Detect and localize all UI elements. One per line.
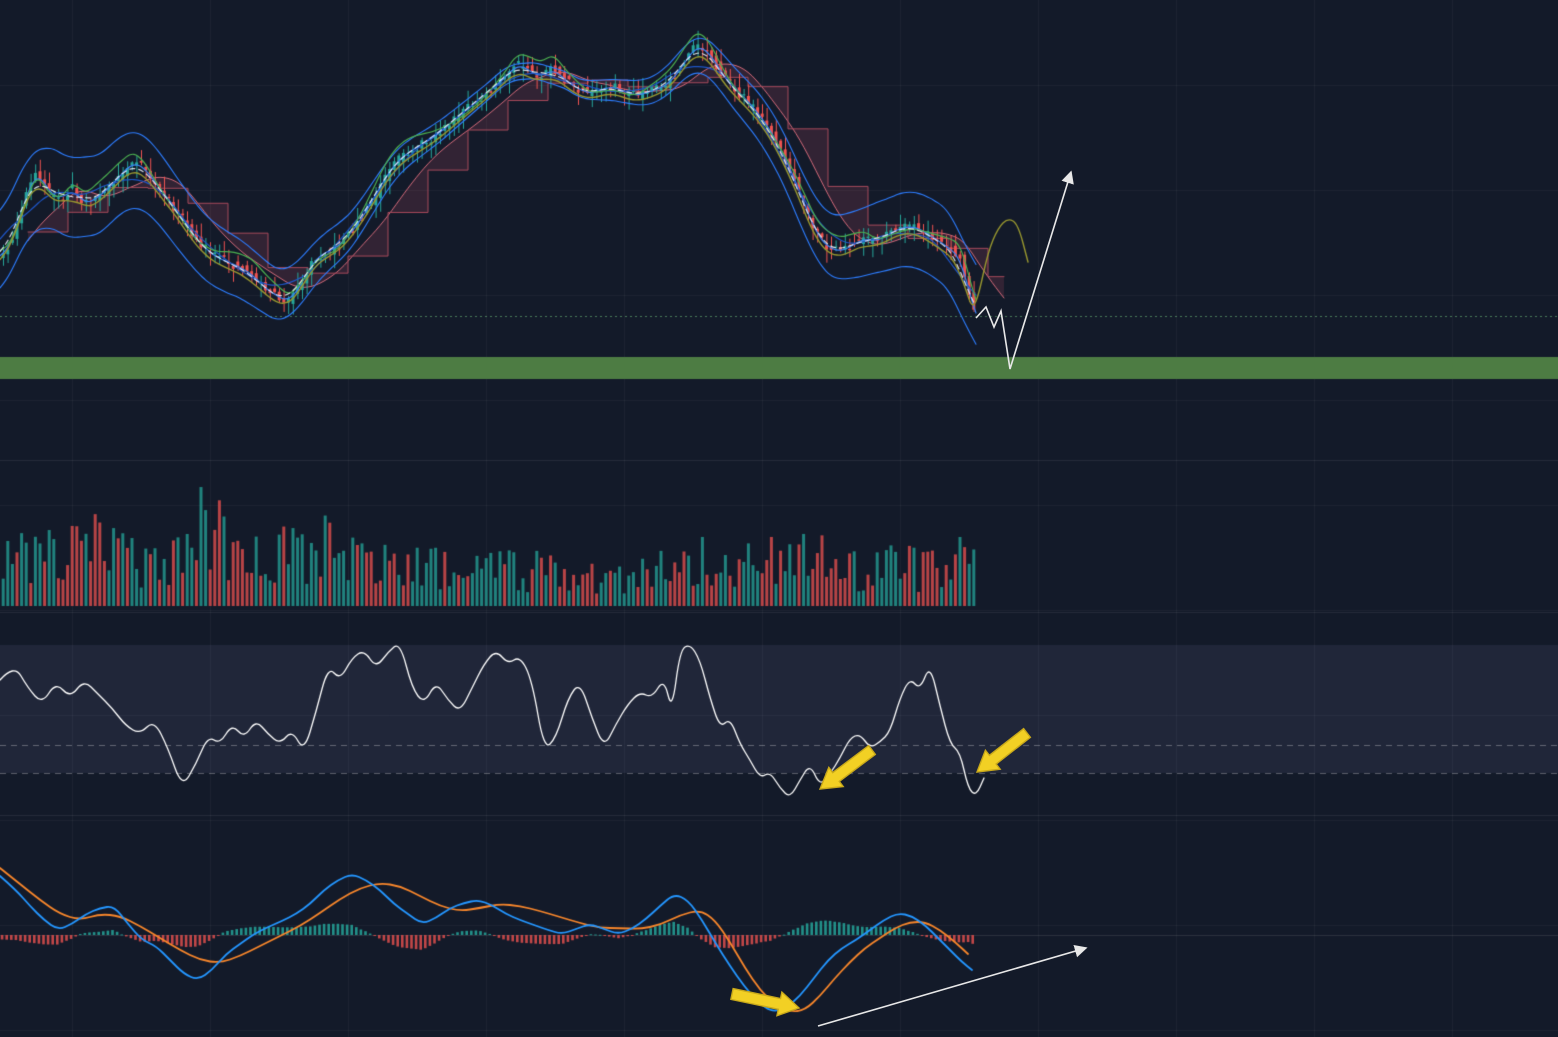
yellow-arrow-annotation-1[interactable]	[813, 740, 879, 798]
volume-panel[interactable]	[0, 460, 1558, 612]
price-projection-arrow[interactable]	[975, 170, 1074, 370]
yellow-arrow-annotation-3[interactable]	[730, 982, 802, 1019]
yellow-arrow-annotation-2[interactable]	[970, 724, 1035, 782]
rsi-panel[interactable]	[0, 612, 1558, 815]
price-panel[interactable]	[0, 0, 1558, 460]
macd-trendline-arrow[interactable]	[817, 944, 1088, 1027]
